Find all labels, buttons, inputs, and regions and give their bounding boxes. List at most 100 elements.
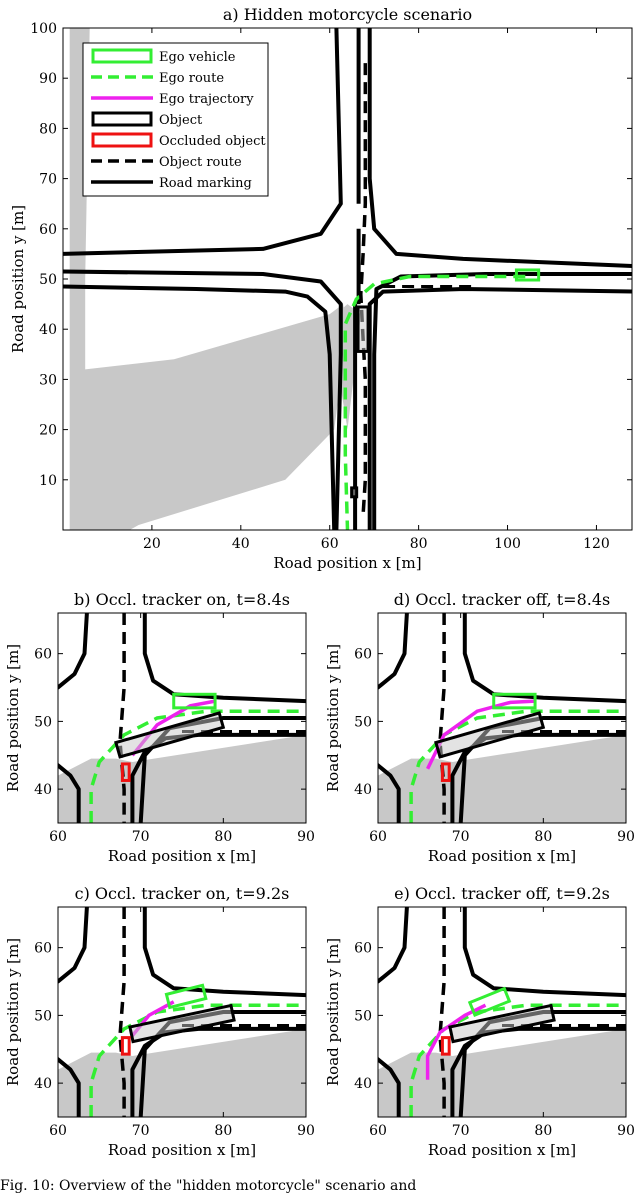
object-route xyxy=(438,613,446,823)
object-box xyxy=(128,1003,236,1044)
axes-frame xyxy=(57,612,307,824)
ego-trajectory xyxy=(425,1003,487,1080)
object-route xyxy=(438,907,446,1117)
occluded-object-box xyxy=(440,762,451,782)
plot-area-d xyxy=(378,613,626,823)
x-tick-label: 20 xyxy=(143,536,161,552)
x-tick-label: 70 xyxy=(452,1123,470,1139)
x-tick-label: 90 xyxy=(297,829,315,845)
y-tick-label: 50 xyxy=(354,1008,372,1024)
ego-vehicle-box xyxy=(164,983,208,1010)
road-marking xyxy=(58,613,89,690)
occlusion-area xyxy=(69,28,348,530)
x-tick-label: 60 xyxy=(369,1123,387,1139)
x-axis-label: Road position x [m] xyxy=(108,847,256,865)
x-tick-label: 90 xyxy=(617,1123,635,1139)
x-tick-label: 80 xyxy=(214,829,232,845)
y-axis-label: Road position y [m] xyxy=(324,644,342,792)
ego-route xyxy=(89,1003,306,1117)
y-axis-label: Road position y [m] xyxy=(4,938,22,1086)
x-tick-label: 80 xyxy=(534,829,552,845)
ego-vehicle-box xyxy=(514,268,541,282)
panel-b: 60 70 80 90 40 50 60 b) Occl. tracker on, t=8.4… xyxy=(4,590,315,865)
occlusion-area xyxy=(329,304,361,430)
x-tick-label: 90 xyxy=(617,829,635,845)
x-tick-label: 60 xyxy=(369,829,387,845)
plot-area-b xyxy=(58,613,306,823)
road-marking xyxy=(378,762,401,823)
axes-frame xyxy=(377,612,627,824)
road-marking xyxy=(378,1056,401,1117)
road-marking xyxy=(378,613,409,690)
y-tick-label: 60 xyxy=(34,647,52,663)
y-axis-label: Road position y [m] xyxy=(4,644,22,792)
legend-label: Ego trajectory xyxy=(159,92,254,107)
road-marking xyxy=(142,907,306,998)
road-marking xyxy=(378,907,409,984)
y-axis-label: Road position y [m] xyxy=(324,938,342,1086)
y-tick-label: 40 xyxy=(354,782,372,798)
occlusion-area xyxy=(58,734,306,823)
x-tick-label: 60 xyxy=(49,1123,67,1139)
object-route xyxy=(118,613,126,823)
panel-a: 20 40 60 80 100 120 10 20 30 40 50 60 70 80 90 100 a) Hi… xyxy=(9,5,633,572)
y-tick-label: 90 xyxy=(39,71,57,87)
occluded-object-box xyxy=(120,1036,131,1056)
y-tick-label: 40 xyxy=(39,322,57,338)
y-tick-label: 10 xyxy=(39,473,57,489)
x-tick-label: 70 xyxy=(132,1123,150,1139)
object-box xyxy=(434,711,546,759)
x-tick-label: 120 xyxy=(583,536,610,552)
y-tick-label: 30 xyxy=(39,372,57,388)
chart-title: d) Occl. tracker off, t=8.4s xyxy=(394,590,610,609)
y-tick-label: 50 xyxy=(34,1008,52,1024)
legend-swatch xyxy=(91,48,153,64)
axes-frame xyxy=(377,906,627,1118)
x-tick-label: 80 xyxy=(410,536,428,552)
occlusion-area xyxy=(378,1028,626,1117)
x-tick-label: 100 xyxy=(494,536,521,552)
object-box xyxy=(114,711,226,759)
object-route xyxy=(118,907,126,1117)
legend-label: Occluded object xyxy=(159,134,266,149)
x-axis-label: Road position x [m] xyxy=(428,1141,576,1159)
road-marking xyxy=(58,1056,81,1117)
panel-d: 60 70 80 90 40 50 60 d) Occl. tracker off, t=8.… xyxy=(324,590,635,865)
legend-label: Ego route xyxy=(159,71,224,86)
x-tick-label: 60 xyxy=(49,829,67,845)
road-marking xyxy=(63,284,337,530)
y-tick-label: 20 xyxy=(39,423,57,439)
legend-label: Road marking xyxy=(159,176,252,191)
ego-route xyxy=(89,709,306,823)
y-axis-label: Road position y [m] xyxy=(9,205,27,353)
legend-box xyxy=(82,42,269,197)
y-tick-label: 80 xyxy=(39,121,57,137)
chart-title: e) Occl. tracker off, t=9.2s xyxy=(394,884,610,903)
chart-title: a) Hidden motorcycle scenario xyxy=(223,5,472,24)
road-marking xyxy=(58,907,89,984)
y-tick-label: 60 xyxy=(39,222,57,238)
legend-swatch xyxy=(91,111,153,127)
occlusion-area xyxy=(58,1028,306,1117)
x-tick-label: 40 xyxy=(232,536,250,552)
ego-vehicle-box xyxy=(492,692,537,710)
chart-title: b) Occl. tracker on, t=8.4s xyxy=(74,590,290,609)
y-tick-label: 100 xyxy=(30,21,57,37)
occluded-object-box xyxy=(440,1036,451,1056)
object-route xyxy=(359,63,368,516)
object-box xyxy=(350,486,359,499)
road-marking xyxy=(63,269,343,530)
chart-title: c) Occl. tracker on, t=9.2s xyxy=(75,884,290,903)
y-tick-label: 60 xyxy=(354,941,372,957)
plot-area-a xyxy=(63,28,632,530)
y-tick-label: 60 xyxy=(354,647,372,663)
road-marking xyxy=(462,907,626,998)
x-tick-label: 60 xyxy=(321,536,339,552)
axes-frame xyxy=(57,906,307,1118)
occluded-object-box xyxy=(120,762,131,782)
ego-route xyxy=(343,274,526,530)
legend-label: Object route xyxy=(159,155,242,170)
x-tick-label: 90 xyxy=(297,1123,315,1139)
y-tick-label: 40 xyxy=(34,1076,52,1092)
